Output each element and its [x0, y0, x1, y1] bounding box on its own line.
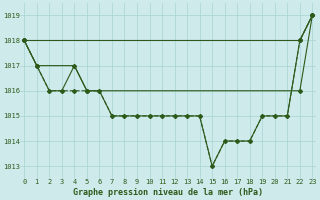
X-axis label: Graphe pression niveau de la mer (hPa): Graphe pression niveau de la mer (hPa)	[73, 188, 263, 197]
